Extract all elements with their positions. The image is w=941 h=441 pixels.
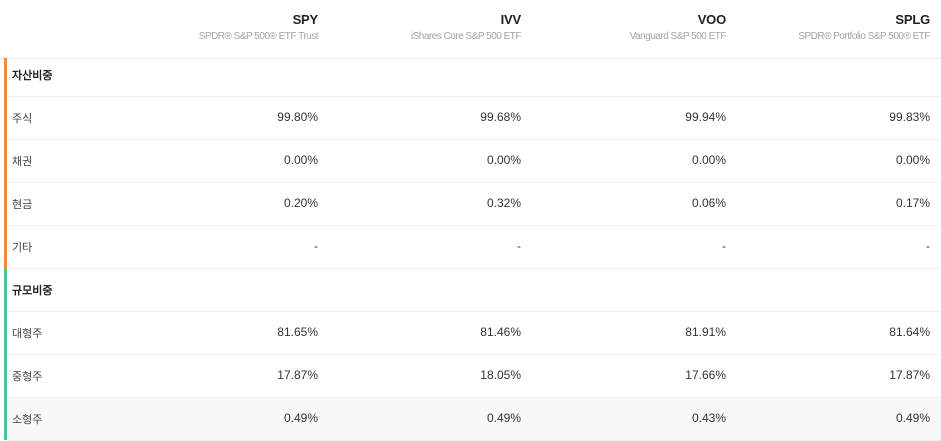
cell-value: 81.64% xyxy=(889,325,930,339)
table-row: 기타 - - - - xyxy=(7,226,941,269)
table-row: 현금 0.20% 0.32% 0.06% 0.17% xyxy=(7,183,941,226)
cell-value: 0.00% xyxy=(486,153,521,167)
cell-value: - xyxy=(722,239,726,253)
cell-value: 99.94% xyxy=(685,110,726,124)
cell-value: 81.91% xyxy=(685,325,726,339)
cell-value: 99.83% xyxy=(889,110,930,124)
cell-value: 17.87% xyxy=(277,368,318,382)
row-label: 소형주 xyxy=(12,414,43,426)
cell-value: 0.43% xyxy=(691,411,726,425)
column-header-spy[interactable]: SPY SPDR® S&P 500® ETF Trust xyxy=(118,12,319,42)
ticker: IVV xyxy=(500,12,522,27)
column-header-ivv[interactable]: IVV iShares Core S&P 500 ETF xyxy=(321,12,522,42)
cell-value: - xyxy=(926,239,930,253)
cell-value: 0.49% xyxy=(486,411,521,425)
row-label: 기타 xyxy=(12,242,33,254)
cell-value: 18.05% xyxy=(480,368,521,382)
fund-name: SPDR® Portfolio S&P 500® ETF xyxy=(798,31,930,42)
section-title: 자산비중 xyxy=(12,70,53,82)
row-label: 중형주 xyxy=(12,371,43,383)
cell-value: 17.66% xyxy=(685,368,726,382)
section-title: 규모비중 xyxy=(12,285,53,297)
section-accent-bar xyxy=(4,58,7,269)
cell-value: 81.65% xyxy=(277,325,318,339)
table-row: 주식 99.80% 99.68% 99.94% 99.83% xyxy=(7,97,941,140)
section-title-row: 자산비중 xyxy=(7,54,941,97)
table-row: 채권 0.00% 0.00% 0.00% 0.00% xyxy=(7,140,941,183)
cell-value: 99.80% xyxy=(277,110,318,124)
table-row: 대형주 81.65% 81.46% 81.91% 81.64% xyxy=(7,312,941,355)
cell-value: 99.68% xyxy=(480,110,521,124)
cell-value: 0.17% xyxy=(895,196,930,210)
section-size-allocation: 규모비중 대형주 81.65% 81.46% 81.91% 81.64% 중형주… xyxy=(0,268,941,441)
fund-name: Vanguard S&P 500 ETF xyxy=(629,31,727,42)
section-asset-allocation: 자산비중 주식 99.80% 99.68% 99.94% 99.83% 채권 0… xyxy=(0,54,941,269)
table-row: 중형주 17.87% 18.05% 17.66% 17.87% xyxy=(7,355,941,398)
cell-value: 0.00% xyxy=(283,153,318,167)
row-label: 주식 xyxy=(12,113,33,125)
row-label: 현금 xyxy=(12,199,33,211)
column-header-splg[interactable]: SPLG SPDR® Portfolio S&P 500® ETF xyxy=(730,12,930,42)
cell-value: 17.87% xyxy=(889,368,930,382)
cell-value: 0.00% xyxy=(691,153,726,167)
ticker: SPLG xyxy=(895,12,930,27)
cell-value: 0.20% xyxy=(283,196,318,210)
table-row: 소형주 0.49% 0.49% 0.43% 0.49% xyxy=(7,398,941,441)
cell-value: - xyxy=(314,239,318,253)
section-accent-bar xyxy=(4,269,7,440)
cell-value: - xyxy=(517,239,521,253)
cell-value: 81.46% xyxy=(480,325,521,339)
cell-value: 0.49% xyxy=(895,411,930,425)
section-title-row: 규모비중 xyxy=(7,269,941,312)
cell-value: 0.32% xyxy=(486,196,521,210)
ticker: VOO xyxy=(697,12,726,27)
ticker: SPY xyxy=(292,12,319,27)
row-label: 채권 xyxy=(12,156,33,168)
column-header-voo[interactable]: VOO Vanguard S&P 500 ETF xyxy=(526,12,727,42)
fund-name: SPDR® S&P 500® ETF Trust xyxy=(198,31,319,42)
cell-value: 0.06% xyxy=(691,196,726,210)
cell-value: 0.00% xyxy=(895,153,930,167)
table-header: SPY SPDR® S&P 500® ETF Trust IVV iShares… xyxy=(0,0,941,59)
cell-value: 0.49% xyxy=(283,411,318,425)
row-label: 대형주 xyxy=(12,328,43,340)
fund-name: iShares Core S&P 500 ETF xyxy=(410,31,522,42)
